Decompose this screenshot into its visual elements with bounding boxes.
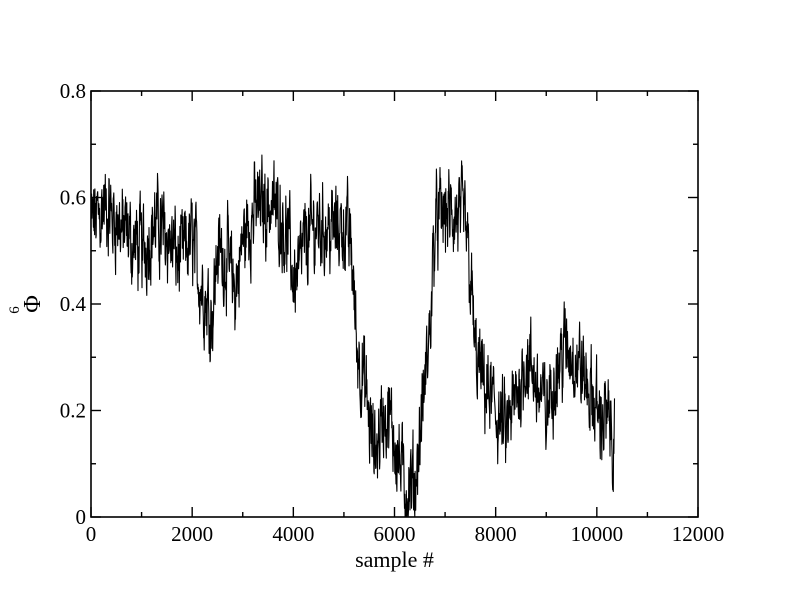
- y-tick-label: 0.2: [60, 399, 86, 423]
- x-tick-label: 10000: [571, 522, 624, 546]
- x-axis-label: sample #: [355, 547, 434, 572]
- tick-labels: 0 2000 4000 6000 8000 10000 12000 0 0.2 0.4 0.6 0.8: [60, 79, 725, 546]
- y-tick-label: 0.8: [60, 79, 86, 103]
- plot-area: [90, 154, 616, 518]
- x-tick-label: 0: [86, 522, 97, 546]
- y-tick-label: 0: [76, 505, 87, 529]
- x-tick-label: 2000: [171, 522, 213, 546]
- y-tick-label: 0.6: [60, 186, 86, 210]
- x-tick-label: 12000: [672, 522, 725, 546]
- x-tick-label: 6000: [374, 522, 416, 546]
- x-tick-label: 4000: [272, 522, 314, 546]
- x-tick-label: 8000: [475, 522, 517, 546]
- series-line: [90, 154, 616, 518]
- y-axis-label: Φ 6: [7, 295, 46, 314]
- y-tick-label: 0.4: [60, 292, 87, 316]
- tick-marks: [90, 90, 699, 518]
- y-axis-label-subscript: 6: [7, 306, 23, 314]
- y-axis-label-symbol: Φ: [20, 295, 46, 313]
